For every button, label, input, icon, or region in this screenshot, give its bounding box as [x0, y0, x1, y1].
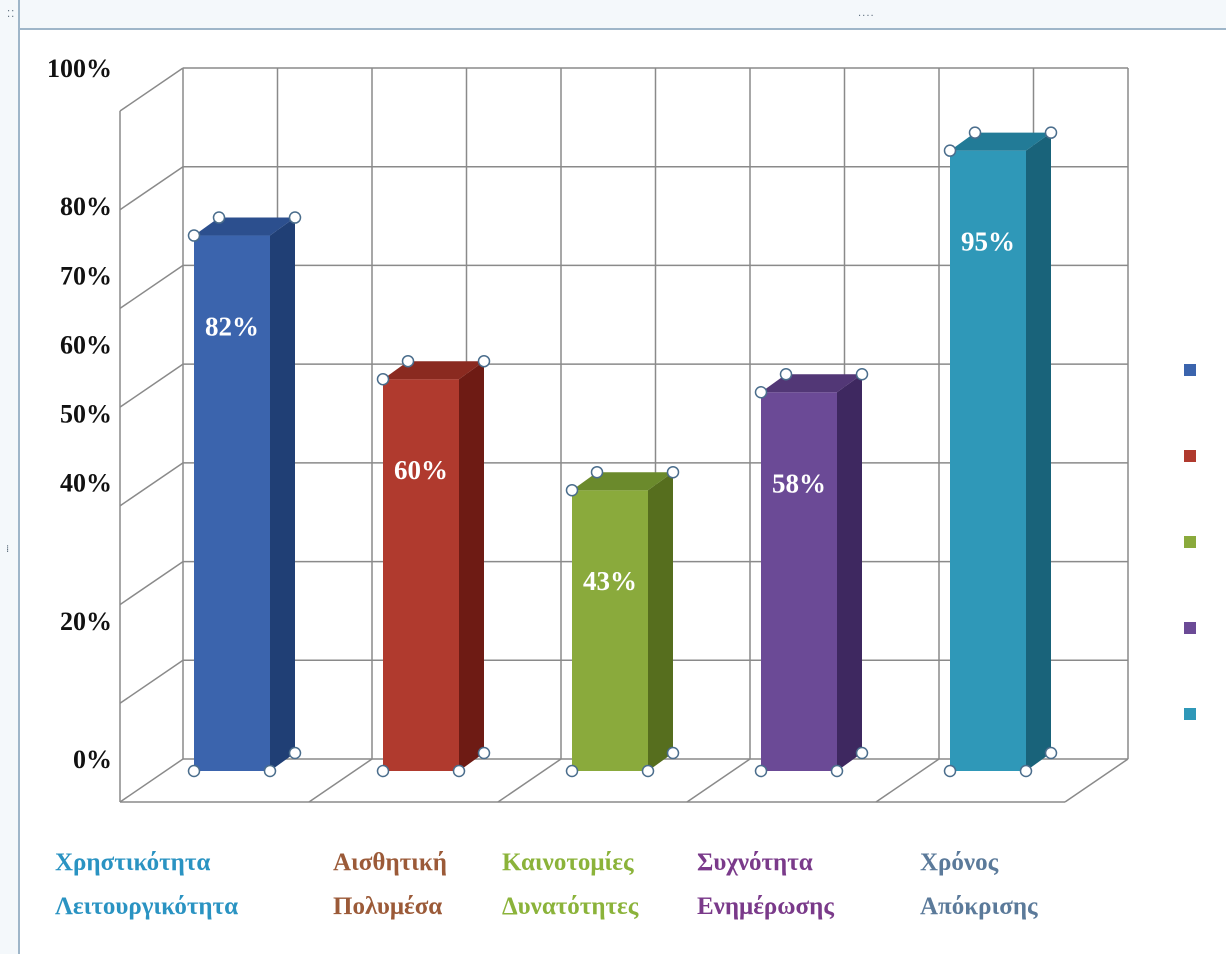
category-label: Αισθητική [333, 849, 447, 876]
category-label: Χρηστικότητα [55, 849, 210, 876]
selection-handle [452, 764, 466, 778]
data-label: 82% [205, 312, 259, 342]
selection-handle [779, 368, 793, 381]
top-resize-handle[interactable]: ···· [858, 11, 875, 22]
side-wall-line [119, 67, 184, 112]
selection-handle [666, 465, 680, 479]
bar-front [383, 379, 459, 771]
side-wall-line [119, 363, 184, 408]
bar [376, 354, 491, 778]
selection-handle [1044, 126, 1058, 139]
y-tick-label: 0% [73, 745, 112, 774]
bar-side [837, 374, 862, 771]
category-label: Ενημέρωσης [697, 893, 834, 920]
left-resize-handle[interactable]: ⁞ [6, 544, 11, 555]
bar-front [950, 150, 1026, 771]
category-label: Απόκρισης [920, 893, 1038, 920]
floor-divider [308, 758, 373, 803]
selection-handle [376, 764, 390, 778]
category-label: Χρόνος [920, 849, 999, 876]
bar [754, 368, 869, 778]
y-tick-label: 50% [60, 400, 112, 429]
selection-handle [565, 483, 579, 497]
y-tick-label: 60% [60, 330, 112, 359]
legend-marker [1184, 364, 1196, 376]
legend [1184, 364, 1196, 720]
data-labels: 82% 60% 43% 58% 95% [205, 227, 1015, 597]
category-label: Πολυμέσα [333, 893, 442, 920]
y-tick-label: 70% [60, 261, 112, 290]
category-label: Συχνότητα [697, 849, 813, 876]
bars [187, 126, 1058, 778]
selection-handle [187, 764, 201, 778]
y-tick-label: 80% [60, 192, 112, 221]
bar-front [572, 490, 648, 771]
selection-handle [565, 764, 579, 778]
selection-handle [943, 764, 957, 778]
category-label: Καινοτομίες [502, 849, 634, 876]
side-wall-line [119, 166, 184, 211]
data-label: 43% [583, 566, 637, 596]
selection-handle [590, 465, 604, 479]
bar-front [194, 235, 270, 772]
side-wall-line [119, 462, 184, 507]
floor-divider [686, 758, 751, 803]
bar [565, 465, 680, 778]
side-wall-line [119, 560, 184, 606]
selection-handle [1019, 764, 1033, 778]
y-tick-label: 20% [60, 607, 112, 636]
floor-right-edge [1064, 758, 1129, 803]
legend-marker [1184, 450, 1196, 462]
side-wall-line [119, 758, 184, 803]
selection-handle [855, 746, 869, 760]
legend-marker [1184, 622, 1196, 634]
left-ruler [0, 0, 20, 954]
bar-front [761, 392, 837, 771]
corner-resize-handle[interactable]: ⁚⁚ [7, 9, 16, 20]
bar-side [459, 361, 484, 771]
selection-handle [754, 386, 768, 399]
bar [943, 126, 1058, 778]
top-ruler [0, 0, 1226, 30]
selection-handle [212, 211, 226, 224]
selection-handle [263, 764, 277, 778]
floor-divider [875, 758, 940, 803]
legend-marker [1184, 708, 1196, 720]
selection-handle [288, 746, 302, 760]
data-label: 95% [961, 227, 1015, 257]
bar-side [648, 472, 673, 771]
bar [187, 211, 302, 778]
y-tick-label: 40% [60, 469, 112, 498]
category-labels: Χρηστικότητα Λειτουργικότητα Αισθητική Πολυ… [55, 849, 1038, 920]
selection-handle [943, 144, 957, 157]
selection-handle [968, 126, 982, 139]
selection-handle [288, 211, 302, 224]
legend-marker [1184, 536, 1196, 548]
y-axis-tick-labels: 0% 20% 40% 50% 60% 70% 80% 100% [47, 54, 112, 774]
selection-handle [855, 368, 869, 381]
selection-handle [477, 354, 491, 368]
selection-handle [401, 354, 415, 368]
selection-handle [187, 229, 201, 242]
selection-handle [830, 764, 844, 778]
category-label: Λειτουργικότητα [55, 893, 238, 920]
selection-handle [641, 764, 655, 778]
selection-handle [376, 372, 390, 386]
category-label: Δυνατότητες [502, 893, 639, 920]
selection-handle [754, 764, 768, 778]
y-tick-label: 100% [47, 54, 112, 83]
side-wall-line [119, 659, 184, 704]
selection-handle [1044, 746, 1058, 760]
bar-side [270, 217, 295, 772]
floor-divider [497, 758, 562, 803]
side-wall-line [119, 264, 184, 310]
data-label: 58% [772, 468, 826, 498]
data-label: 60% [394, 455, 448, 485]
selection-handle [477, 746, 491, 760]
selection-handle [666, 746, 680, 760]
bar-side [1026, 132, 1051, 771]
